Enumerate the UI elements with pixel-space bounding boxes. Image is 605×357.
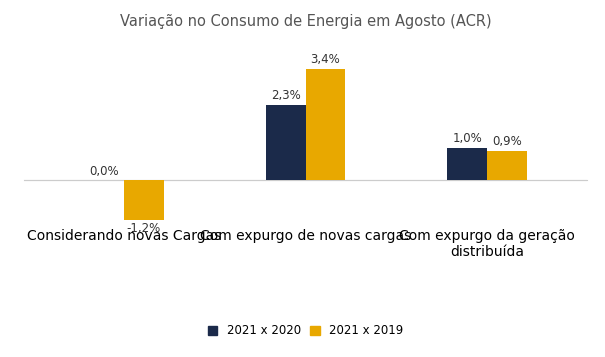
Title: Variação no Consumo de Energia em Agosto (ACR): Variação no Consumo de Energia em Agosto… [120, 14, 491, 29]
Bar [124, 181, 164, 220]
Legend: 2021 x 2020, 2021 x 2019: 2021 x 2020, 2021 x 2019 [204, 321, 407, 341]
Bar [447, 148, 487, 181]
Text: 1,0%: 1,0% [452, 132, 482, 145]
Bar [266, 105, 306, 181]
Text: -1,2%: -1,2% [127, 222, 161, 235]
Text: 2,3%: 2,3% [270, 90, 301, 102]
Text: 3,4%: 3,4% [310, 54, 341, 66]
Text: 0,0%: 0,0% [90, 165, 119, 178]
Bar [306, 69, 345, 181]
Bar [487, 151, 527, 181]
Text: 0,9%: 0,9% [492, 135, 522, 149]
